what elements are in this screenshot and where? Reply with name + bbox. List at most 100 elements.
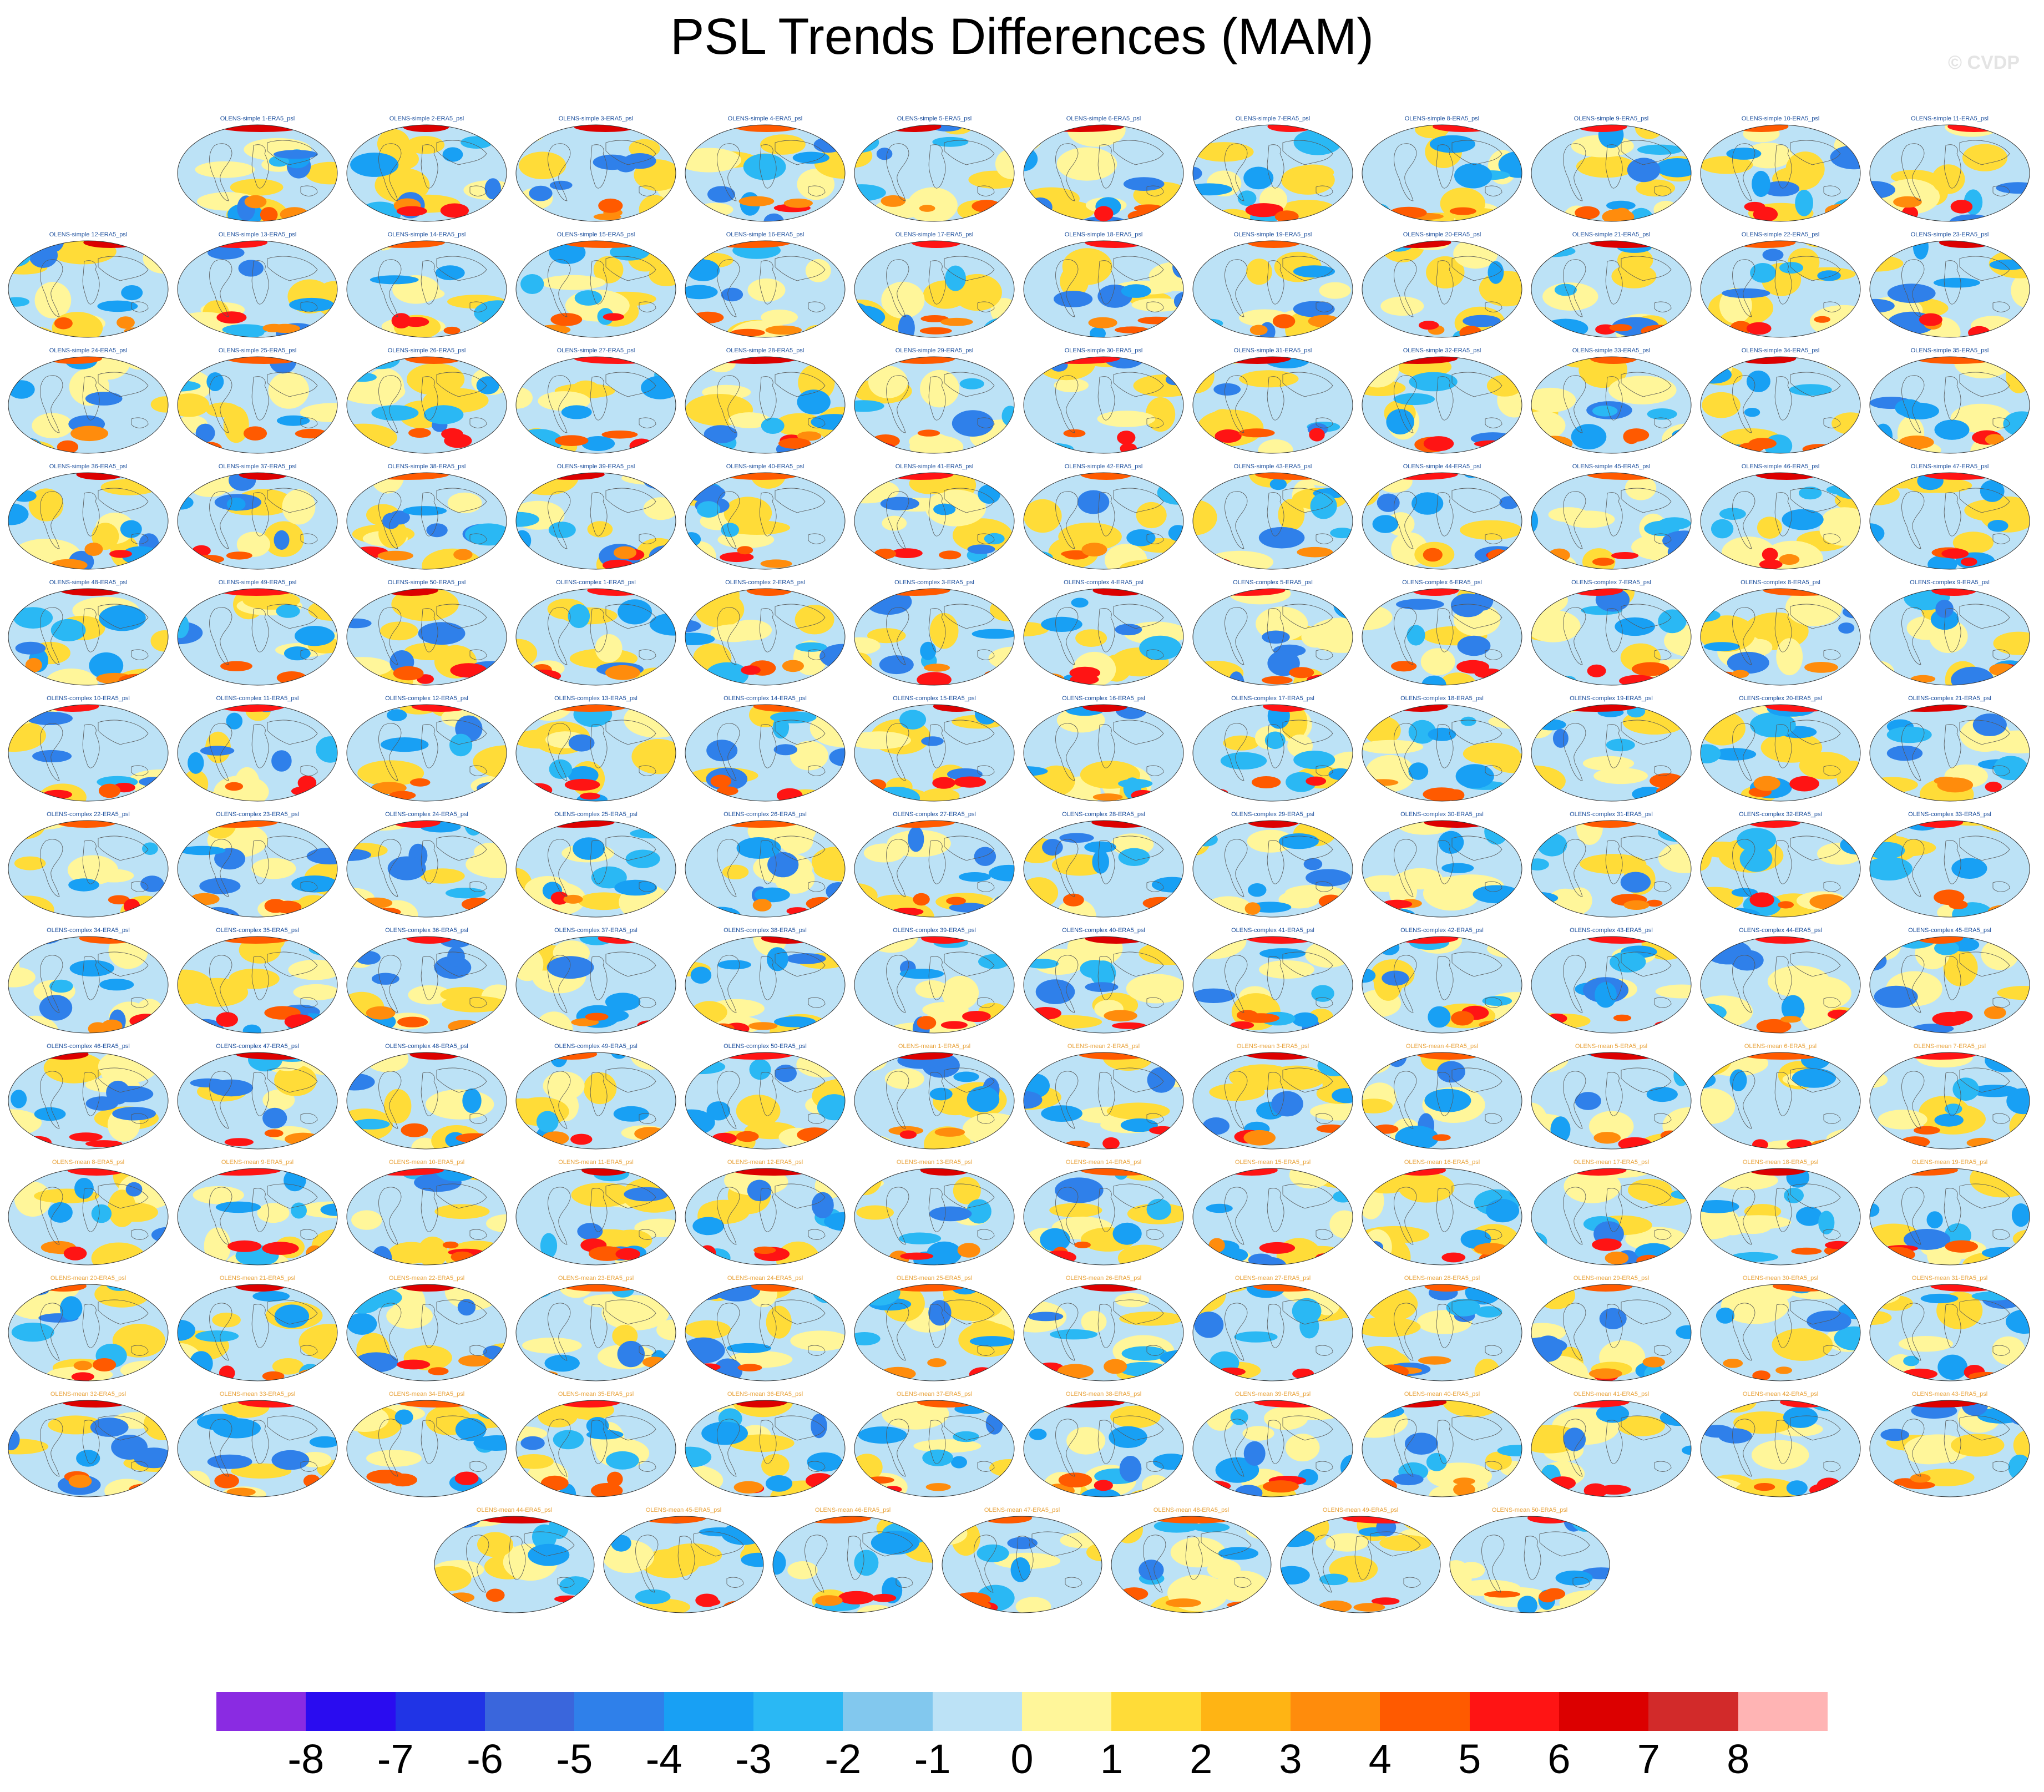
positive-anomaly-patch [986, 1480, 1014, 1497]
negative-anomaly-patch [1571, 424, 1607, 450]
globe-outline [685, 472, 846, 570]
coastline [436, 951, 487, 977]
coastline [590, 840, 608, 884]
negative-anomaly-patch [1218, 1547, 1259, 1560]
panel-title: OLENS-simple 46-ERA5_psl [1741, 463, 1820, 470]
arctic-patch [883, 1284, 967, 1292]
coastline [1605, 956, 1623, 1000]
coastline [590, 1304, 608, 1348]
map-panel: OLENS-complex 19-ERA5_psl [1530, 695, 1693, 804]
negative-anomaly-patch [1744, 408, 1760, 417]
coastline [131, 765, 149, 776]
arctic-patch [1416, 1052, 1484, 1060]
panel-title: OLENS-complex 13-ERA5_psl [554, 695, 638, 702]
negative-anomaly-patch [1673, 1064, 1689, 1086]
negative-anomaly-patch [581, 436, 615, 451]
strong-positive-patch [1646, 899, 1663, 907]
coastline [1992, 185, 2010, 196]
negative-anomaly-patch [1165, 1369, 1183, 1381]
negative-anomaly-patch [1059, 833, 1094, 843]
map-panel: OLENS-mean 50-ERA5_psl [1448, 1507, 1611, 1616]
strong-positive-patch [1593, 1132, 1621, 1144]
coastline [1225, 1071, 1248, 1129]
negative-anomaly-patch [774, 1016, 816, 1027]
positive-anomaly-patch [1119, 1312, 1183, 1326]
coastline [1605, 144, 1623, 189]
strong-positive-patch [1985, 434, 2004, 445]
map-panel: OLENS-complex 34-ERA5_psl [7, 927, 170, 1036]
negative-anomaly-patch [1382, 970, 1409, 986]
strong-positive-patch [389, 791, 416, 800]
coastline [605, 1299, 656, 1325]
coastline [1055, 1419, 1079, 1477]
panel-title: OLENS-mean 40-ERA5_psl [1404, 1391, 1480, 1398]
negative-anomaly-patch [1235, 1485, 1263, 1497]
strong-positive-patch [1779, 554, 1800, 565]
globe-outline [1700, 1168, 1861, 1265]
coastline [548, 1419, 571, 1477]
panel-title: OLENS-complex 34-ERA5_psl [47, 927, 130, 934]
negative-anomaly-patch [1792, 1068, 1836, 1088]
negative-anomaly-patch [1595, 982, 1617, 1008]
globe-map [177, 820, 338, 918]
strong-positive-patch [1374, 1364, 1409, 1380]
negative-anomaly-patch [15, 641, 46, 655]
negative-anomaly-patch [1292, 1012, 1318, 1027]
strong-positive-patch [54, 317, 73, 330]
negative-anomaly-patch [871, 1531, 919, 1555]
panel-title: OLENS-mean 43-ERA5_psl [1911, 1391, 1988, 1398]
negative-anomaly-patch [1497, 1445, 1522, 1456]
negative-anomaly-patch [1050, 1329, 1098, 1340]
globe-outline [1869, 1400, 2030, 1497]
coastline [436, 604, 487, 629]
coastline [40, 1419, 63, 1477]
negative-anomaly-patch [1895, 399, 1923, 417]
globe-map [1111, 1516, 1272, 1613]
map-panel: OLENS-complex 38-ERA5_psl [684, 927, 847, 1036]
coastline [40, 607, 63, 665]
negative-anomaly-patch [952, 410, 994, 437]
negative-anomaly-patch [1393, 393, 1435, 406]
positive-anomaly-patch [1362, 875, 1408, 892]
coastline [977, 1461, 995, 1472]
colorbar-swatch [1559, 1692, 1649, 1731]
negative-anomaly-patch [685, 632, 715, 645]
coastline [1451, 1299, 1502, 1325]
coastline [1563, 1419, 1586, 1477]
map-panel: OLENS-simple 24-ERA5_psl [7, 347, 170, 456]
strong-positive-patch [195, 555, 224, 564]
negative-anomaly-patch [295, 626, 335, 646]
strong-positive-patch [1315, 1253, 1333, 1262]
arctic-patch [67, 1168, 127, 1176]
coastline [1394, 491, 1417, 549]
negative-anomaly-patch [813, 137, 844, 153]
positive-anomaly-patch [426, 1089, 494, 1120]
strong-positive-patch [1309, 428, 1325, 442]
positive-anomaly-patch [1952, 531, 1994, 554]
globe-outline [346, 588, 507, 686]
negative-anomaly-patch [1701, 589, 1719, 608]
coastline [1282, 256, 1333, 281]
negative-anomaly-patch [1243, 1441, 1266, 1466]
negative-anomaly-patch [1165, 374, 1183, 386]
strong-positive-patch [1041, 1251, 1076, 1264]
globe-map [177, 356, 338, 454]
positive-anomaly-patch [730, 620, 772, 641]
coastline [300, 649, 318, 660]
colorbar-tick-label: 4 [1368, 1736, 1392, 1782]
coastline [1823, 1345, 1841, 1356]
globe-map [8, 1168, 169, 1265]
coastline [639, 881, 656, 892]
positive-anomaly-patch [1365, 1287, 1418, 1322]
coastline [378, 839, 402, 897]
strong-positive-patch [752, 899, 772, 912]
map-panel: OLENS-simple 42-ERA5_psl [1022, 463, 1185, 572]
arctic-patch [411, 705, 470, 712]
coastline [378, 143, 402, 201]
panel-title: OLENS-mean 24-ERA5_psl [727, 1275, 803, 1282]
negative-anomaly-patch [1299, 1314, 1319, 1339]
map-panel: OLENS-complex 35-ERA5_psl [176, 927, 339, 1036]
globe-map [854, 588, 1015, 686]
positive-anomaly-patch [1325, 1533, 1369, 1552]
coastline [808, 997, 826, 1008]
